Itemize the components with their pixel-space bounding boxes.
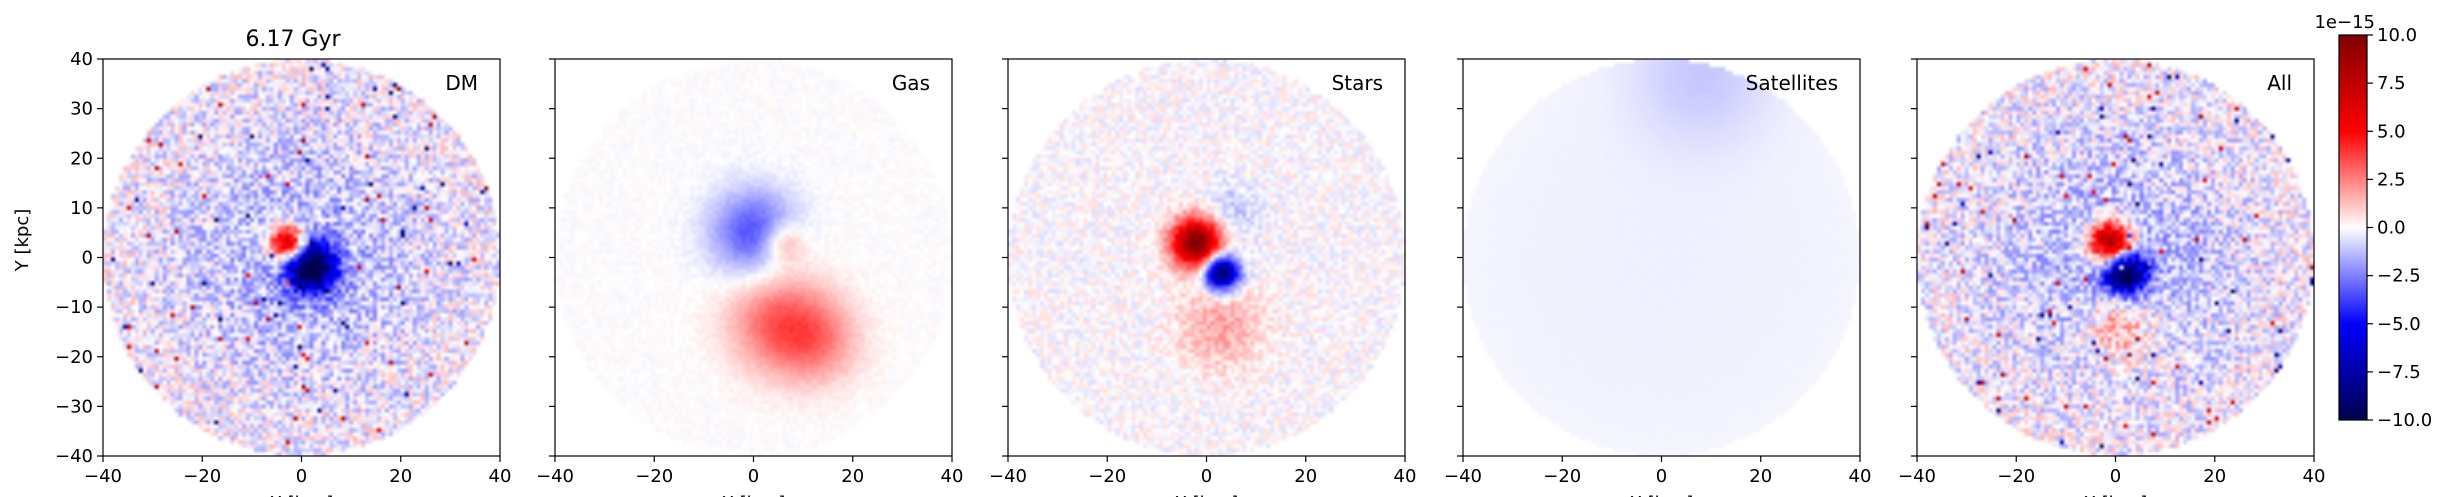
x-tick-label: 40 bbox=[1849, 466, 1872, 487]
x-axis-label: X [kpc] bbox=[722, 493, 786, 497]
x-tick-label: 0 bbox=[296, 466, 307, 487]
panel-dm: DM −40 −20 0 20 40 X [kpc] −40 −30 −20 −10 0 10 20 30 4… bbox=[55, 49, 511, 497]
heatmap-image bbox=[1917, 59, 2314, 456]
y-tick-label: −20 bbox=[55, 347, 93, 368]
colorbar: 10.0 7.5 5.0 2.5 0.0 −2.5 −5.0 −7.5 −10.0 1e−15 bbox=[2314, 12, 2432, 431]
colorbar-gradient bbox=[2338, 34, 2368, 421]
y-tick-label: −30 bbox=[55, 396, 93, 417]
x-tick-label: 40 bbox=[2303, 466, 2326, 487]
x-axis-label: X [kpc] bbox=[2084, 493, 2148, 497]
y-tick-label: 0 bbox=[82, 248, 93, 269]
y-tick-label: −40 bbox=[55, 446, 93, 467]
x-tick-label: −20 bbox=[183, 466, 221, 487]
x-tick-label: −40 bbox=[989, 466, 1027, 487]
heatmap-image bbox=[1008, 59, 1405, 456]
x-tick-label: 0 bbox=[1656, 466, 1667, 487]
figure-title: 6.17 Gyr bbox=[245, 27, 341, 52]
panel-all: All −40 −20 0 20 40 X [kpc] bbox=[1898, 58, 2326, 497]
x-tick-label: −40 bbox=[84, 466, 122, 487]
x-tick-label: 20 bbox=[1294, 466, 1317, 487]
x-tick-label: 0 bbox=[2110, 466, 2121, 487]
colorbar-tick-label: 5.0 bbox=[2377, 121, 2406, 142]
colorbar-scale-label: 1e−15 bbox=[2314, 12, 2375, 33]
y-tick-label: 10 bbox=[70, 198, 93, 219]
x-axis-label: X [kpc] bbox=[1630, 493, 1694, 497]
x-tick-label: 20 bbox=[2203, 466, 2226, 487]
x-tick-label: −20 bbox=[1997, 466, 2035, 487]
panel-label: All bbox=[2267, 71, 2292, 95]
y-axis-label: Y [kpc] bbox=[12, 209, 33, 273]
colorbar-tick-label: −7.5 bbox=[2377, 362, 2421, 383]
y-tick-label: 40 bbox=[70, 49, 93, 70]
panel-stars: Stars −40 −20 0 20 40 X [kpc] bbox=[989, 58, 1417, 497]
panels: DM −40 −20 0 20 40 X [kpc] −40 −30 −20 −10 0 10 20 30 4… bbox=[55, 49, 2325, 497]
x-axis-label: X [kpc] bbox=[1175, 493, 1239, 497]
y-tick-label: 30 bbox=[70, 99, 93, 120]
colorbar-tick-label: −5.0 bbox=[2377, 314, 2421, 335]
x-tick-label: −40 bbox=[536, 466, 574, 487]
x-tick-label: 40 bbox=[941, 466, 964, 487]
x-tick-label: −20 bbox=[1543, 466, 1581, 487]
colorbar-tick-label: −2.5 bbox=[2377, 266, 2421, 287]
colorbar-tick-label: −10.0 bbox=[2377, 410, 2432, 431]
heatmap-image bbox=[555, 59, 952, 456]
colorbar-tick-label: 10.0 bbox=[2377, 25, 2417, 46]
colorbar-tick-label: 2.5 bbox=[2377, 169, 2406, 190]
panel-gas: Gas −40 −20 0 20 40 X [kpc] bbox=[536, 58, 964, 497]
heatmap-image bbox=[1463, 59, 1860, 456]
y-tick-label: 20 bbox=[70, 148, 93, 169]
panel-label: Satellites bbox=[1746, 71, 1838, 95]
panel-satellites: Satellites −40 −20 0 20 40 X [kpc] bbox=[1444, 58, 1872, 497]
colorbar-tick-label: 7.5 bbox=[2377, 73, 2406, 94]
heatmap-image bbox=[103, 59, 500, 456]
x-tick-label: −20 bbox=[1088, 466, 1126, 487]
panel-label: DM bbox=[445, 71, 478, 95]
x-tick-label: 20 bbox=[841, 466, 864, 487]
x-tick-label: 40 bbox=[489, 466, 512, 487]
x-tick-label: 0 bbox=[1201, 466, 1212, 487]
y-tick-label: −10 bbox=[55, 297, 93, 318]
panel-label: Gas bbox=[892, 71, 930, 95]
x-tick-label: −40 bbox=[1444, 466, 1482, 487]
x-tick-label: 20 bbox=[389, 466, 412, 487]
x-tick-label: −20 bbox=[635, 466, 673, 487]
x-tick-label: 0 bbox=[748, 466, 759, 487]
colorbar-tick-label: 0.0 bbox=[2377, 218, 2406, 239]
x-tick-label: 40 bbox=[1394, 466, 1417, 487]
x-axis-label: X [kpc] bbox=[270, 493, 334, 497]
panel-label: Stars bbox=[1332, 71, 1383, 95]
x-tick-label: 20 bbox=[1749, 466, 1772, 487]
x-tick-label: −40 bbox=[1898, 466, 1936, 487]
